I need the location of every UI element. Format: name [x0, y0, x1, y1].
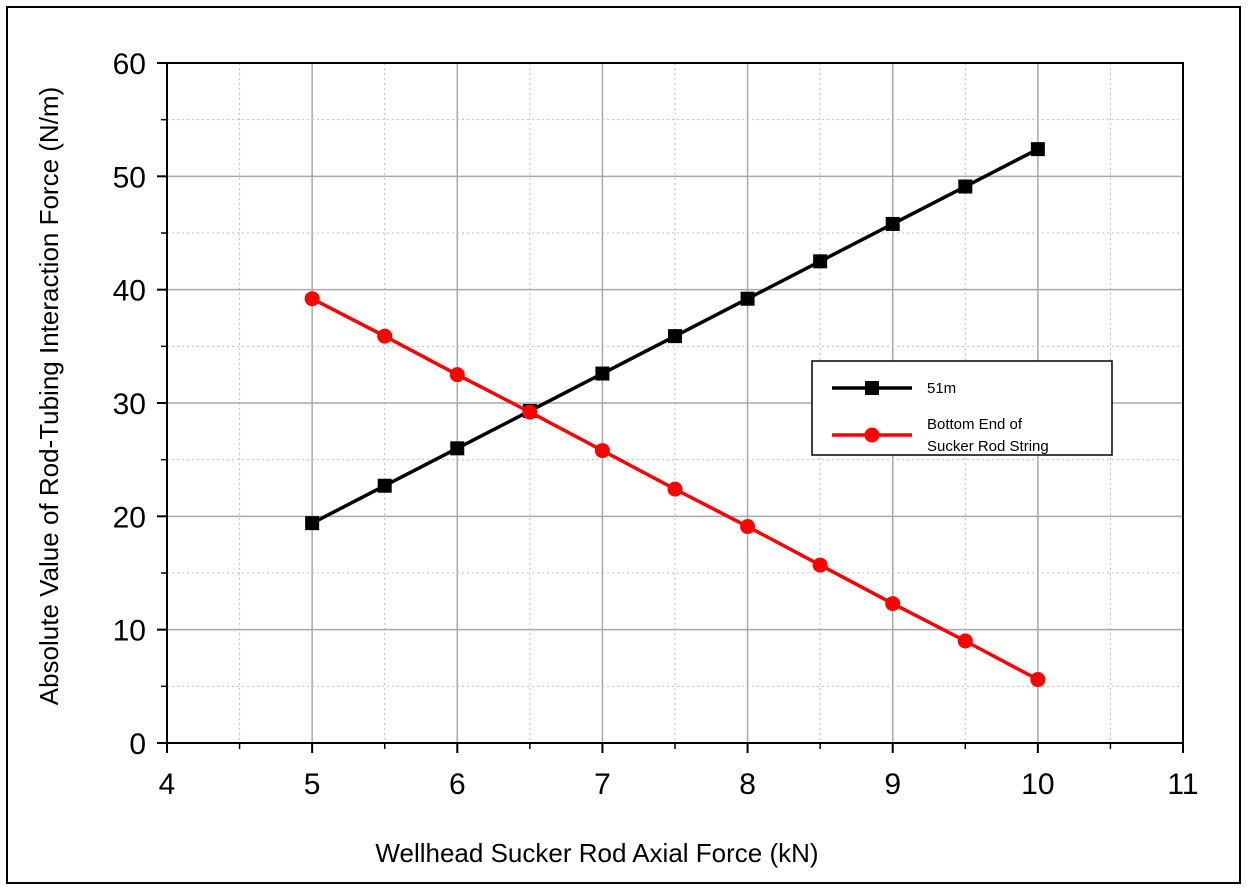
legend-box [811, 360, 1113, 456]
series-2-point [1030, 672, 1046, 688]
series-2-point [667, 481, 683, 497]
y-tick-label: 0 [129, 728, 146, 761]
legend-label-line: Sucker Rod String [927, 438, 1049, 455]
x-tick-label: 5 [304, 768, 321, 801]
series-1-point [1030, 142, 1045, 157]
series-1 [305, 142, 1045, 531]
series-1-point [305, 516, 320, 531]
series-1-point [813, 254, 828, 269]
x-tick-label: 4 [159, 768, 176, 801]
series-1-point [740, 291, 755, 306]
series-1-point [958, 179, 973, 194]
series-2-point [812, 557, 828, 573]
series-2-point [740, 519, 756, 535]
series-layer [304, 142, 1046, 688]
y-tick-label: 50 [113, 161, 146, 194]
y-tick-label: 20 [113, 501, 146, 534]
legend-marker [865, 381, 879, 395]
x-tick-label: 10 [1021, 768, 1054, 801]
x-tick-label: 7 [594, 768, 611, 801]
legend-marker [864, 427, 880, 443]
x-tick-label: 8 [739, 768, 756, 801]
x-tick-label: 11 [1167, 768, 1198, 801]
series-2-point [522, 404, 538, 420]
series-2 [304, 291, 1046, 688]
series-1-point [450, 441, 465, 456]
y-tick-label: 40 [113, 275, 146, 308]
legend-label-line: Bottom End of [927, 416, 1023, 433]
series-1-point [885, 216, 900, 231]
series-1-point [595, 366, 610, 381]
y-tick-label: 30 [113, 388, 146, 421]
series-2-point [377, 328, 393, 344]
series-1-point [377, 478, 392, 493]
series-2-point [885, 596, 901, 612]
series-2-point [449, 367, 465, 383]
series-2-point [957, 633, 973, 649]
x-axis-title: Wellhead Sucker Rod Axial Force (kN) [375, 838, 818, 868]
legend-label: 51m [927, 380, 956, 397]
y-tick-label: 10 [113, 615, 146, 648]
axis-ticks: 4 5 6 7 8 9 10 11 0 10 20 30 40 50 60 [113, 48, 1199, 801]
series-2-point [304, 291, 320, 307]
x-tick-label: 9 [884, 768, 901, 801]
series-2-point [594, 443, 610, 459]
y-tick-label: 60 [113, 48, 146, 81]
y-axis-title: Absolute Value of Rod-Tubing Interaction… [34, 87, 64, 706]
x-tick-label: 6 [449, 768, 466, 801]
series-1-point [668, 329, 682, 344]
legend: 51m Bottom End of Sucker Rod String [811, 360, 1113, 456]
